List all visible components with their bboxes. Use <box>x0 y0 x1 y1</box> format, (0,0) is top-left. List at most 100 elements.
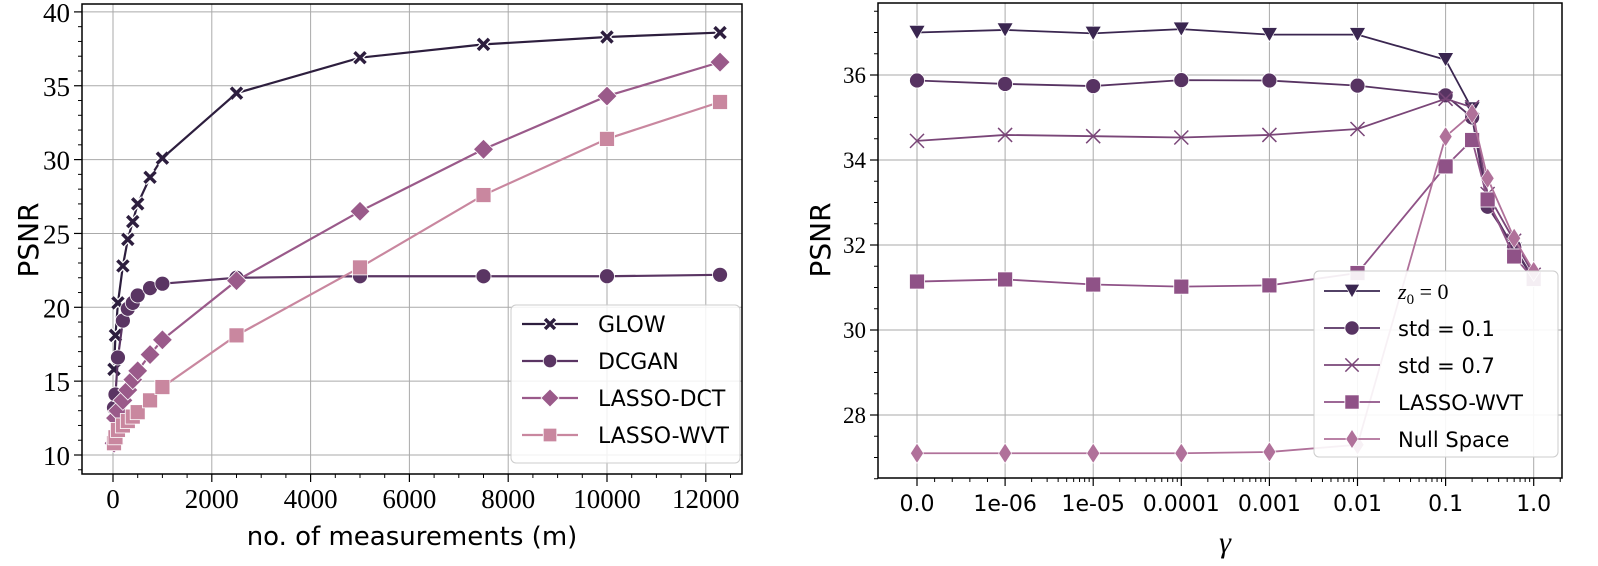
x-tick-label: 0.01 <box>1333 492 1382 517</box>
thin-diamond-marker <box>910 442 924 464</box>
square-marker <box>142 392 158 409</box>
circle-marker <box>1349 77 1366 94</box>
triangle-marker <box>1437 52 1455 68</box>
circle-marker <box>154 275 171 292</box>
legend-label: LASSO-DCT <box>598 387 726 412</box>
square-marker <box>1344 394 1360 410</box>
diamond-marker <box>472 138 495 160</box>
square-marker <box>1261 277 1278 294</box>
thin-diamond-marker <box>1174 442 1189 464</box>
y-axis-label: PSNR <box>12 202 45 277</box>
triangle-marker <box>1172 21 1190 37</box>
thin-diamond-marker <box>1086 442 1101 464</box>
circle-marker <box>475 268 492 285</box>
legend-label-rest: = 0 <box>1414 279 1448 304</box>
y-tick-label: 30 <box>843 318 866 343</box>
x-marker <box>353 50 367 65</box>
thin-diamond-marker <box>1345 428 1359 450</box>
thin-diamond-marker <box>1262 441 1277 463</box>
x-tick-label: 0.0 <box>900 492 935 517</box>
diamond-marker <box>151 329 173 351</box>
y-axis-label: PSNR <box>804 202 837 277</box>
x-tick-label: 1.0 <box>1516 492 1551 517</box>
diamond-marker <box>349 200 371 222</box>
x-marker <box>126 214 140 229</box>
x-tick-label: 8000 <box>481 484 535 514</box>
legend-box <box>510 304 741 464</box>
y-tick-label: 20 <box>43 293 70 323</box>
x-tick-label: 1e-05 <box>1061 492 1124 517</box>
circle-marker <box>1085 78 1102 94</box>
diamond-marker <box>709 51 731 73</box>
y-tick-label: 25 <box>43 219 70 249</box>
legend-label: DCGAN <box>598 350 679 375</box>
square-marker <box>129 404 146 421</box>
triangle-marker <box>1084 26 1102 41</box>
square-marker <box>997 271 1013 288</box>
x-marker <box>155 151 170 165</box>
x-tick-label: 12000 <box>672 484 740 514</box>
x-marker <box>476 37 491 52</box>
y-tick-label: 28 <box>843 403 866 428</box>
thin-x-marker <box>1085 128 1101 144</box>
legend-label: GLOW <box>598 313 666 338</box>
thin-x-marker <box>909 133 925 149</box>
legend-label: std = 0.1 <box>1398 317 1495 341</box>
x-tick-label: 0.1 <box>1428 492 1463 517</box>
thin-diamond-marker <box>1480 167 1495 189</box>
square-marker <box>599 131 615 147</box>
circle-marker <box>909 72 925 89</box>
y-tick-label: 10 <box>43 441 70 471</box>
right-chart: 0.0 1e-06 1e-05 0.0001 0.001 0.01 0.1 1.0 28 30 32… <box>804 2 1563 559</box>
x-tick-label: 6000 <box>382 484 436 514</box>
legend-label: std = 0.7 <box>1398 354 1495 378</box>
square-marker <box>1506 248 1523 265</box>
legend-label: LASSO-WVT <box>1398 391 1523 415</box>
x-marker <box>543 317 557 331</box>
x-marker <box>600 30 614 44</box>
thin-x-marker <box>1261 127 1277 143</box>
legend-label: Null Space <box>1398 428 1509 452</box>
y-tick-label: 35 <box>43 72 70 102</box>
square-marker <box>352 259 368 276</box>
square-marker <box>712 94 728 110</box>
triangle-marker <box>1343 284 1361 299</box>
diamond-marker <box>139 343 161 366</box>
diamond-marker <box>540 388 560 408</box>
thin-x-marker <box>1173 129 1189 146</box>
circle-marker <box>599 268 615 285</box>
legend-label-main: z <box>1397 279 1407 304</box>
x-marker <box>229 86 244 100</box>
circle-marker <box>110 349 126 366</box>
circle-marker <box>1344 320 1360 336</box>
x-tick-label: 2000 <box>185 484 239 514</box>
square-marker <box>1464 132 1481 148</box>
square-marker <box>542 427 558 443</box>
square-marker <box>1173 278 1190 295</box>
x-tick-label: 0.001 <box>1238 492 1301 517</box>
diamond-marker <box>596 85 618 107</box>
x-tick-label: 0 <box>106 484 120 514</box>
circle-marker <box>1261 72 1278 89</box>
square-marker <box>154 379 171 395</box>
thin-x-marker <box>1349 121 1366 137</box>
y-tick-label: 30 <box>43 146 70 176</box>
y-tick-label: 34 <box>843 148 867 173</box>
diamond-marker <box>127 360 149 382</box>
series-line-1 <box>916 79 1535 280</box>
circle-marker <box>712 266 728 283</box>
y-tick-label: 40 <box>43 0 70 28</box>
legend-label-sub: 0 <box>1407 292 1415 308</box>
square-marker <box>228 327 245 344</box>
thin-diamond-marker <box>1438 126 1453 148</box>
thin-x-marker <box>1344 357 1360 373</box>
thin-x-marker <box>1438 91 1454 107</box>
square-marker <box>909 273 925 290</box>
thin-diamond-marker <box>1465 103 1479 125</box>
legend: GLOW DCGAN LASSO-DCT LASSO-WVT <box>510 304 741 464</box>
triangle-marker <box>996 22 1014 38</box>
triangle-marker <box>1260 27 1278 43</box>
circle-marker <box>1173 72 1190 88</box>
legend-label: LASSO-WVT <box>598 424 730 449</box>
square-marker <box>475 187 492 203</box>
